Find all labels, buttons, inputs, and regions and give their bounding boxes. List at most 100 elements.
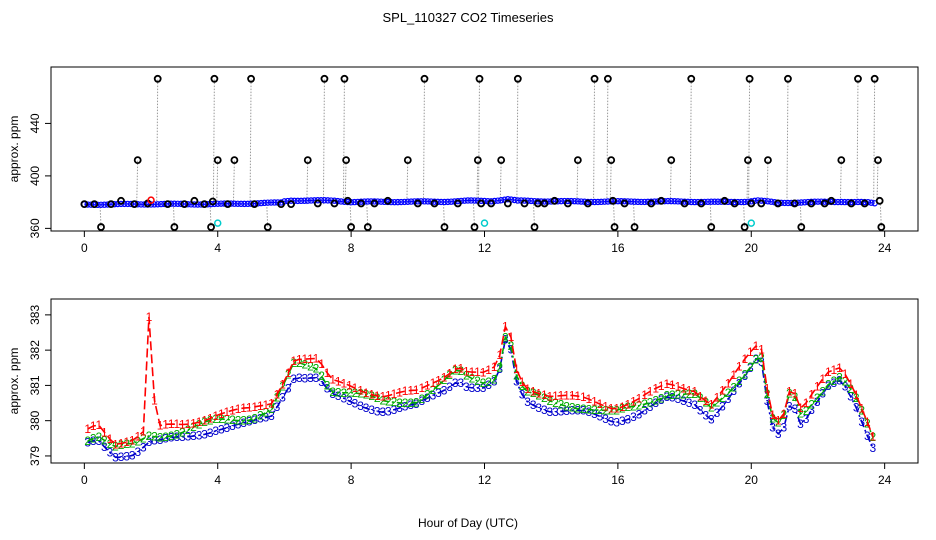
series-2-marker: 2 xyxy=(84,434,91,448)
series-1-marker: 1 xyxy=(263,398,270,412)
blue-point xyxy=(177,200,185,208)
black-point xyxy=(347,223,356,231)
series-1-marker: 1 xyxy=(730,368,737,382)
blue-point xyxy=(781,199,788,207)
black-point xyxy=(513,74,522,83)
series-3-marker: 3 xyxy=(680,394,687,408)
blue-point xyxy=(788,199,795,207)
series-3-marker: 3 xyxy=(452,376,459,390)
red-point xyxy=(147,196,155,204)
series-1-marker: 1 xyxy=(313,352,320,366)
series-3-marker: 3 xyxy=(224,421,231,435)
blue-point xyxy=(554,198,562,205)
blue-point xyxy=(504,196,512,203)
series-1-marker: 1 xyxy=(318,357,325,371)
series-2-marker: 2 xyxy=(502,330,509,344)
series-1-marker: 1 xyxy=(741,352,748,366)
bottom-x-tick-label: 24 xyxy=(878,473,892,487)
black-point xyxy=(208,197,217,206)
series-3-marker: 3 xyxy=(341,391,348,405)
black-dropline xyxy=(873,78,876,205)
series-3-marker: 3 xyxy=(335,389,342,403)
black-point xyxy=(875,196,884,205)
series-2-marker: 2 xyxy=(134,434,141,448)
black-point xyxy=(163,200,172,209)
series-1-marker: 1 xyxy=(619,400,626,414)
series-2-marker: 2 xyxy=(558,398,565,412)
black-point xyxy=(170,223,179,231)
black-point xyxy=(870,74,879,83)
series-3-marker: 3 xyxy=(296,371,303,385)
series-2-marker: 2 xyxy=(257,409,264,423)
series-3-marker: 3 xyxy=(580,404,587,418)
black-point xyxy=(764,156,772,165)
series-1-marker: 1 xyxy=(352,381,359,395)
blue-point xyxy=(628,198,635,205)
series-3-marker: 3 xyxy=(196,428,203,442)
series-2-marker: 2 xyxy=(702,396,709,410)
black-point xyxy=(210,74,219,83)
bottom-y-axis: 379 380 381 382 383 xyxy=(28,305,52,466)
series-2-marker: 2 xyxy=(597,403,604,417)
series-3-marker: 3 xyxy=(636,407,643,421)
series-2-marker: 2 xyxy=(535,388,542,402)
black-point xyxy=(807,199,816,208)
black-point xyxy=(745,74,754,83)
series-3-marker: 3 xyxy=(524,395,531,409)
black-point xyxy=(503,199,512,208)
series-1-marker: 1 xyxy=(307,352,314,366)
series-1-marker: 1 xyxy=(112,437,119,451)
series-1-marker: 1 xyxy=(229,403,236,417)
series-1-marker: 1 xyxy=(418,381,425,395)
series-1-marker: 1 xyxy=(524,382,531,396)
top-y-axis-label: approx. ppm xyxy=(7,116,21,183)
series-2-marker: 2 xyxy=(602,403,609,417)
blue-point xyxy=(244,200,251,208)
series-2-marker: 2 xyxy=(95,430,102,444)
series-1-marker: 1 xyxy=(625,397,632,411)
series-1-marker: 1 xyxy=(296,352,303,366)
series-3-marker: 3 xyxy=(329,387,336,401)
series-3-marker: 3 xyxy=(563,404,570,418)
black-point xyxy=(784,74,792,83)
black-point xyxy=(107,200,115,209)
series-2-marker: 2 xyxy=(842,374,849,388)
series-1-marker: 1 xyxy=(547,389,554,403)
series-1-marker: 1 xyxy=(452,362,459,376)
top-y-axis: 360 400 440 xyxy=(28,113,52,238)
series-3-marker: 3 xyxy=(457,376,464,390)
series-1-marker: 1 xyxy=(185,417,192,431)
black-point xyxy=(697,199,706,208)
series-1-marker: 1 xyxy=(797,401,804,415)
black-point xyxy=(540,199,549,208)
series-1-marker: 1 xyxy=(597,397,604,411)
top-panel: 0 4 8 12 16 20 24 360 400 440 approx. ppm xyxy=(7,66,919,255)
series-2-marker: 2 xyxy=(741,367,748,381)
series-3-marker: 3 xyxy=(652,396,659,410)
series-2-marker: 2 xyxy=(246,413,253,427)
series-2-marker: 2 xyxy=(547,394,554,408)
series-2-marker: 2 xyxy=(290,356,297,370)
series-3-marker: 3 xyxy=(268,409,275,423)
blue-point xyxy=(714,198,722,205)
series-1-marker: 1 xyxy=(775,414,782,428)
series-2-marker: 2 xyxy=(307,360,314,374)
series-2-marker: 2 xyxy=(675,388,682,402)
series-1-marker: 1 xyxy=(463,364,470,378)
cyan-point xyxy=(480,219,489,227)
series-3-marker: 3 xyxy=(625,412,632,426)
top-x-tick-label: 0 xyxy=(81,241,88,255)
series-1-marker: 1 xyxy=(168,417,175,431)
blue-point xyxy=(641,198,648,206)
series-1-marker: 1 xyxy=(769,408,776,422)
black-dropline xyxy=(606,78,609,205)
series-1-marker: 1 xyxy=(786,385,793,399)
black-dropline xyxy=(232,160,235,205)
series-3-marker: 3 xyxy=(541,403,548,417)
blue-point xyxy=(594,198,602,206)
black-dropline xyxy=(516,78,519,205)
blue-point xyxy=(267,199,275,206)
blue-point xyxy=(638,198,645,206)
series-1-marker: 1 xyxy=(190,416,197,430)
series-1-marker: 1 xyxy=(491,360,498,374)
